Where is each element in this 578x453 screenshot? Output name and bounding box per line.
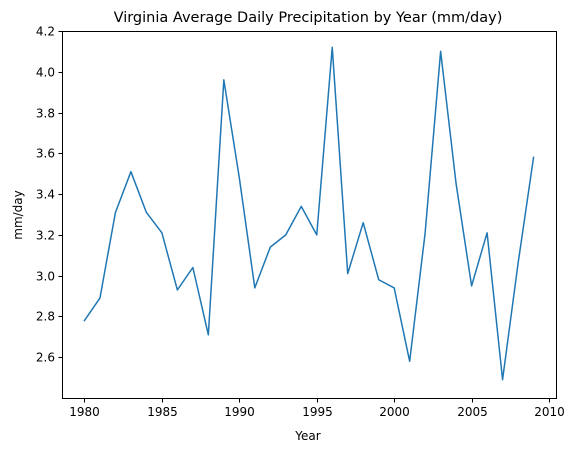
y-tick-label: 4.0	[36, 66, 55, 80]
x-tick-label: 1980	[69, 405, 100, 419]
y-tick-label: 2.6	[36, 351, 55, 365]
x-tick-label: 1995	[302, 405, 333, 419]
y-tick-label: 2.8	[36, 310, 55, 324]
x-tick-label: 2005	[457, 405, 488, 419]
x-tick-label: 2010	[534, 405, 565, 419]
x-tick-label: 1990	[224, 405, 255, 419]
y-tick-label: 3.0	[36, 270, 55, 284]
y-tick-label: 3.8	[36, 107, 55, 121]
y-axis-label: mm/day	[11, 190, 25, 240]
y-tick-label: 3.4	[36, 188, 55, 202]
axes-frame	[62, 31, 557, 399]
plot-area: 1980 1985 1990 1995 2000 2005 2010 2.6 2.8 3.0 3.2…	[36, 25, 565, 420]
x-axis-label: Year	[294, 429, 320, 443]
chart-title: Virginia Average Daily Precipitation by …	[114, 10, 503, 26]
series-line-0	[83, 46, 535, 381]
x-tick-label: 1985	[147, 405, 178, 419]
x-tick-label: 2000	[379, 405, 410, 419]
y-tick-label: 3.2	[36, 229, 55, 243]
y-tick-label: 4.2	[36, 25, 55, 39]
y-tick-label: 3.6	[36, 147, 55, 161]
